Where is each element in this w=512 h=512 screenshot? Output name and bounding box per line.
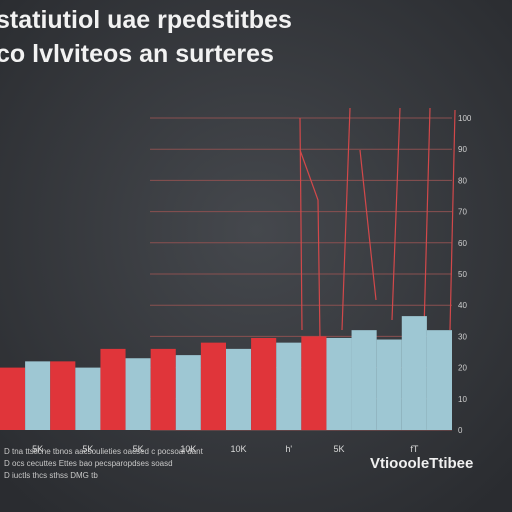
y-tick-label: 100 [458,114,472,123]
y-tick-label: 10 [458,395,467,404]
y-tick-label: 50 [458,270,467,279]
x-tick-label: 5K [133,444,144,454]
y-tick-label: 30 [458,332,467,341]
y-tick-label: 80 [458,176,467,185]
bar [401,316,427,430]
x-tick-label: h' [285,444,292,454]
x-tick-label: 10K [231,444,247,454]
bar [150,348,176,430]
x-tick-label: 10K [180,444,196,454]
bar [75,367,101,430]
bar [301,336,327,430]
note: D ocs cecuttes Ettes bao pecsparopdses s… [4,459,173,468]
watermark: VtioooleTtibee [370,455,473,472]
bar [0,367,26,430]
y-tick-label: 20 [458,364,467,373]
x-tick-label: 5K [82,444,93,454]
bar [351,330,377,430]
y-tick-label: 60 [458,239,467,248]
bar [25,361,51,430]
note: D iuctls thcs sthss DMG tb [4,471,98,480]
y-tick-label: 0 [458,426,463,435]
y-tick-label: 90 [458,145,467,154]
bar [276,342,302,430]
bar [100,348,126,430]
bar [125,358,151,430]
bar [200,342,226,430]
bar [251,337,277,430]
note: D tna ttstiche tbnos aacsoulieties oacse… [4,447,204,456]
chart-title: statiutiol uae rpedstitbes [0,6,292,34]
x-tick-label: 5K [32,444,43,454]
bar [426,330,452,430]
x-tick-label: 5K [333,444,344,454]
bar [50,361,76,430]
bar [226,348,252,430]
bar [376,339,402,430]
decoration [299,107,456,341]
x-tick-label: fT [410,444,419,454]
bar [326,337,352,430]
bar [175,355,201,430]
y-tick-label: 70 [458,208,467,217]
y-tick-label: 40 [458,301,467,310]
chart-subtitle: co lvlviteos an surteres [0,40,274,68]
